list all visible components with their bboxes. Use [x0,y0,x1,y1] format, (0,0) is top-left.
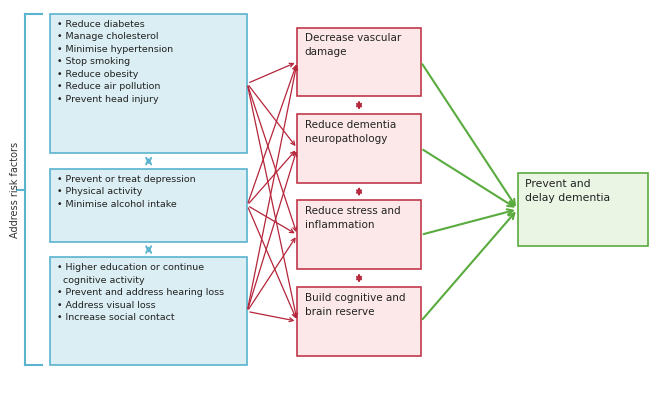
FancyBboxPatch shape [50,169,247,242]
Text: Decrease vascular
damage: Decrease vascular damage [305,33,401,57]
FancyBboxPatch shape [50,257,247,365]
Text: Build cognitive and
brain reserve: Build cognitive and brain reserve [305,293,405,317]
FancyBboxPatch shape [50,14,247,153]
Text: Reduce stress and
inflammation: Reduce stress and inflammation [305,206,400,230]
Text: • Reduce diabetes
• Manage cholesterol
• Minimise hypertension
• Stop smoking
• : • Reduce diabetes • Manage cholesterol •… [57,20,174,104]
FancyBboxPatch shape [297,200,421,269]
Text: • Prevent or treat depression
• Physical activity
• Minimise alcohol intake: • Prevent or treat depression • Physical… [57,175,196,209]
Text: Address risk factors: Address risk factors [10,141,19,238]
Text: Reduce dementia
neuropathology: Reduce dementia neuropathology [305,120,396,144]
FancyBboxPatch shape [297,114,421,183]
FancyBboxPatch shape [297,287,421,356]
Text: • Higher education or continue
  cognitive activity
• Prevent and address hearin: • Higher education or continue cognitive… [57,263,224,322]
FancyBboxPatch shape [297,28,421,96]
FancyBboxPatch shape [518,173,648,246]
Text: Prevent and
delay dementia: Prevent and delay dementia [525,179,610,203]
